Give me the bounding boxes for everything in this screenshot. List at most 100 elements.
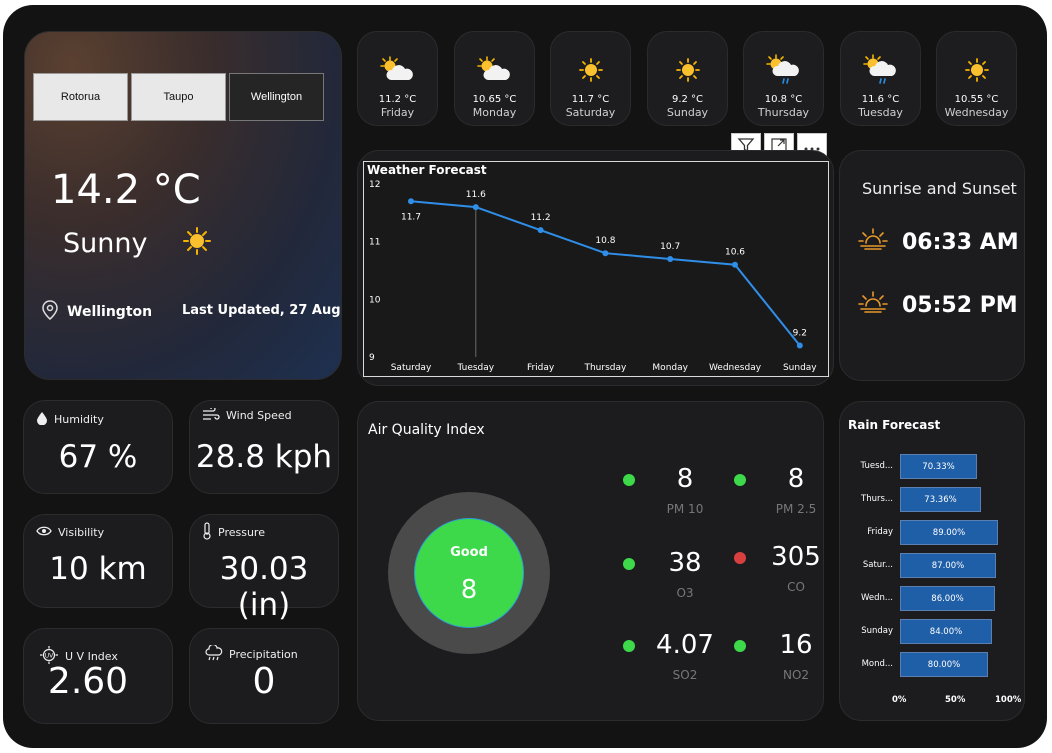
pollutant-name: PM 10	[666, 502, 704, 516]
forecast-tile-day: Saturday	[565, 106, 616, 119]
chart-point[interactable]	[537, 227, 544, 234]
forecast-tile-wednesday[interactable]: 10.55 °C Wednesday	[936, 31, 1017, 126]
forecast-tile-friday[interactable]: 11.2 °C Friday	[357, 31, 438, 126]
visibility-label: Visibility	[58, 526, 105, 539]
humidity-icon	[36, 411, 48, 428]
more-icon	[803, 137, 821, 156]
rain-bar: 84.00%	[900, 619, 992, 644]
pollutant-name: O3	[676, 586, 694, 600]
forecast-tile-day: Thursday	[757, 106, 810, 119]
sun-cloud-icon	[476, 52, 514, 88]
rain-bar: 86.00%	[900, 586, 995, 611]
forecast-tile-day: Sunday	[666, 106, 709, 119]
rain-day-label: Mond...	[861, 659, 893, 669]
rain-bar-value: 86.00%	[931, 594, 964, 604]
rain-title: Rain Forecast	[848, 418, 941, 432]
forecast-tile-sunday[interactable]: 9.2 °C Sunday	[647, 31, 728, 126]
humidity-card: Humidity 67 %	[23, 400, 173, 494]
thermometer-icon	[202, 522, 212, 543]
rain-bar-value: 73.36%	[924, 495, 957, 505]
rain-axis-100: 100%	[995, 695, 1022, 705]
forecast-tile-temp: 9.2 °C	[671, 94, 704, 105]
chart-data-label: 10.7	[660, 242, 680, 252]
pollutant-value: 16	[779, 630, 813, 660]
forecast-tile-tuesday[interactable]: 11.6 °C Tuesday	[840, 31, 921, 126]
forecast-tile-day: Monday	[472, 106, 517, 119]
chart-y-tick: 11	[369, 238, 380, 248]
forecast-tile-thursday[interactable]: 10.8 °C Thursday	[743, 31, 824, 126]
chart-x-tick: Friday	[527, 363, 555, 373]
forecast-tile-monday[interactable]: 10.65 °C Monday	[454, 31, 535, 126]
chart-data-label: 11.6	[466, 190, 486, 200]
sun-icon	[578, 52, 604, 88]
sunrise-icon	[858, 227, 888, 257]
sun-cloud-icon	[379, 52, 417, 88]
chart-y-tick: 12	[369, 180, 380, 190]
chart-y-tick: 9	[369, 353, 375, 363]
location-button-taupo[interactable]: Taupo	[131, 73, 226, 121]
location-button-rotorua[interactable]: Rotorua	[33, 73, 128, 121]
rain-bar: 87.00%	[900, 553, 996, 578]
forecast-tile-temp: 11.2 °C	[378, 94, 417, 105]
pressure-label: Pressure	[218, 526, 265, 539]
aqi-value: 8	[460, 575, 478, 605]
chart-point[interactable]	[602, 250, 609, 257]
wind-card: Wind Speed 28.8 kph	[189, 400, 339, 494]
rain-row[interactable]: Friday 89.00%	[840, 520, 1026, 545]
sun-rain-icon	[765, 52, 803, 88]
rain-row[interactable]: Mond... 80.00%	[840, 652, 1026, 677]
sunset-icon	[858, 290, 888, 320]
rain-bar-value: 89.00%	[932, 528, 966, 538]
chart-point[interactable]	[472, 204, 479, 211]
rain-bar-value: 70.33%	[922, 462, 955, 472]
chart-x-tick: Saturday	[391, 363, 432, 373]
rain-row[interactable]: Thurs... 73.36%	[840, 487, 1026, 512]
chart-point[interactable]	[732, 261, 738, 268]
rain-bar: 70.33%	[900, 454, 977, 479]
pressure-card: Pressure 30.03 (in)	[189, 514, 339, 623]
current-condition: Sunny	[63, 228, 148, 259]
chart-data-label: 11.2	[531, 213, 551, 223]
eye-icon	[36, 526, 52, 539]
forecast-tile-day: Friday	[380, 106, 415, 119]
chart-point[interactable]	[408, 198, 414, 205]
sun-rain-icon	[862, 52, 900, 88]
dashboard-frame: Rotorua Taupo Wellington 14.2 °C Sunny W…	[3, 5, 1047, 748]
sunrise-sunset-title: Sunrise and Sunset	[862, 179, 1017, 198]
forecast-tile-temp: 10.55 °C	[954, 94, 999, 105]
aqi-status: Good	[450, 545, 488, 560]
pollutant-status-dot	[734, 640, 746, 652]
rain-cloud-icon	[205, 643, 223, 664]
current-temperature: 14.2 °C	[51, 167, 201, 213]
chart-data-label: 11.7	[401, 212, 421, 222]
pollutant-value: 38	[668, 548, 702, 578]
rain-row[interactable]: Sunday 84.00%	[840, 619, 1026, 644]
air-quality-card: Air Quality Index Good 8 8 PM 10 8 PM 2.5 38…	[357, 401, 824, 721]
pollutant-status-dot	[734, 474, 746, 486]
chart-point[interactable]	[796, 342, 803, 349]
sunset-row: 05:52 PM	[858, 290, 1018, 320]
forecast-tile-temp: 11.6 °C	[861, 94, 900, 105]
location-name: Wellington	[67, 304, 153, 320]
rain-row[interactable]: Tuesd... 70.33%	[840, 454, 1026, 479]
pollutant-name: SO2	[672, 668, 698, 682]
location-button-wellington[interactable]: Wellington	[229, 73, 324, 121]
rain-row[interactable]: Satur... 87.00%	[840, 553, 1026, 578]
precipitation-value: 0	[252, 661, 276, 702]
rain-day-label: Tuesd...	[860, 461, 893, 471]
wind-icon	[202, 406, 220, 423]
sun-icon	[675, 52, 701, 88]
sun-icon	[182, 226, 212, 260]
chart-series-line	[410, 200, 801, 347]
chart-point[interactable]	[667, 255, 674, 262]
rain-axis-50: 50%	[945, 695, 966, 705]
rain-day-label: Thurs...	[861, 494, 893, 504]
pollutant-name: NO2	[782, 668, 810, 682]
chart-data-label: 10.8	[595, 236, 615, 246]
rain-row[interactable]: Wedn... 86.00%	[840, 586, 1026, 611]
forecast-chart[interactable]: Weather Forecast 12 11 10 9 11.7 Saturday 11.6…	[363, 161, 829, 377]
humidity-label: Humidity	[54, 413, 104, 426]
location-pin-icon	[41, 300, 59, 324]
pollutant-name: PM 2.5	[775, 502, 817, 516]
forecast-tile-saturday[interactable]: 11.7 °C Saturday	[550, 31, 631, 126]
